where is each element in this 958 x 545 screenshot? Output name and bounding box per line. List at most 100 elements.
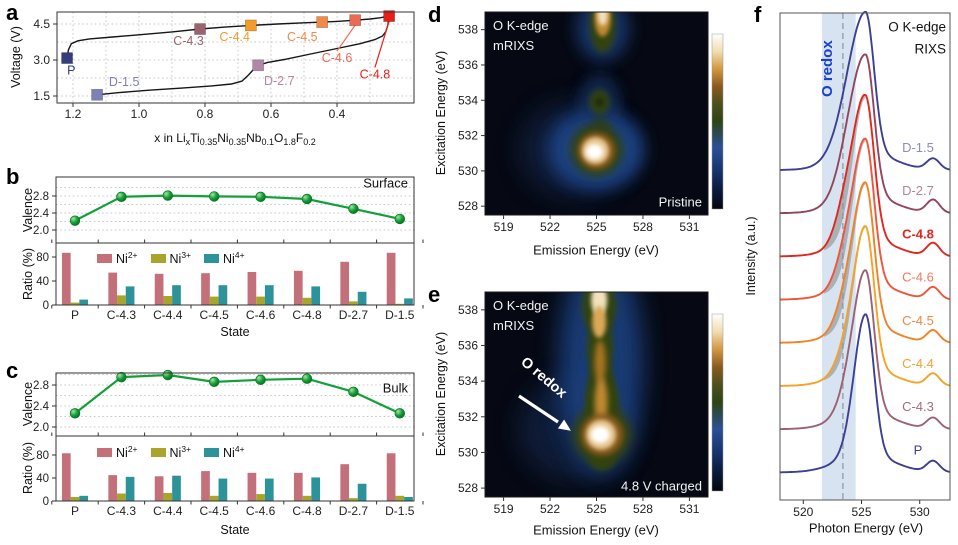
f-x-tick: 520 <box>793 505 813 519</box>
b-title: Surface <box>363 175 408 191</box>
legend-item-Ni4+: Ni4+ <box>204 444 245 460</box>
a-formula-text: O <box>273 130 284 145</box>
state-marker-C-4.8 <box>383 10 395 22</box>
f-x-axis-label: Photon Energy (eV) <box>808 520 924 536</box>
legend-item-Ni3+: Ni3+ <box>150 250 192 267</box>
c-bar-Ni3+-C-4.5 <box>209 495 219 501</box>
c-bar-Ni4+-D-1.5 <box>404 496 413 501</box>
c-bar-Ni4+-D-2.7 <box>357 483 367 501</box>
state-marker-label-P: P <box>67 64 75 78</box>
a-x-tick: 0.4 <box>329 107 346 121</box>
b-bar-Ni3+-C-4.6 <box>256 296 265 305</box>
c-category-label: D-1.5 <box>385 504 415 518</box>
f-curve-label-C-4.5: C-4.5 <box>902 313 934 328</box>
f-spectrum-curve-P <box>780 313 951 474</box>
c-bar-Ni4+-C-4.4 <box>172 475 181 501</box>
c-bar-Ni4+-C-4.3 <box>125 476 135 501</box>
a-formula-text: Nb <box>246 130 262 145</box>
e-title-line2: mRIXS <box>493 318 535 333</box>
f-title-line2: RIXS <box>914 41 946 57</box>
d-y-tick: 538 <box>458 23 478 37</box>
b-bar-Ni2+-P <box>61 252 71 305</box>
panel-b-chart: 2.0 2.4 2.8 0 40 80 P C-4.3 C-4.4 C-4.5 C-4.6 C-4.8… <box>33 176 424 322</box>
f-spectrum-curve-C-4.6 <box>780 137 951 301</box>
c-valence-point-C-4.5 <box>208 376 220 388</box>
c-valence-point-P <box>69 408 81 419</box>
c-bar-Ni2+-C-4.4 <box>154 476 164 501</box>
state-marker-C-4.3 <box>194 23 206 35</box>
f-x-tick: 530 <box>910 505 930 519</box>
c-valence-point-C-4.3 <box>116 371 127 383</box>
b-bar-Ni2+-C-4.8 <box>293 270 303 305</box>
c-valence-point-C-4.4 <box>162 369 174 381</box>
svg-text:40: 40 <box>36 276 49 288</box>
e-y-tick: 532 <box>458 410 478 424</box>
e-y-tick: 530 <box>458 445 478 459</box>
svg-text:2.0: 2.0 <box>33 422 49 434</box>
b-valence-axis-label: Valence <box>21 187 35 233</box>
c-bar-Ni4+-C-4.8 <box>311 477 321 501</box>
c-bar-Ni3+-C-4.8 <box>302 495 312 501</box>
legend-swatch-Ni3+ <box>150 447 166 457</box>
c-bar-Ni4+-C-4.6 <box>264 478 274 501</box>
b-category-label: C-4.6 <box>246 308 276 322</box>
c-bar-Ni2+-D-2.7 <box>340 464 350 501</box>
a-y-tick: 1.5 <box>33 89 50 103</box>
state-marker-C-4.4 <box>245 19 257 32</box>
c-ratio-axis-label: Ratio (%) <box>21 441 35 495</box>
legend-label-Ni3+: Ni3+ <box>169 250 192 267</box>
legend-item-Ni4+: Ni4+ <box>204 250 245 266</box>
c-bar-Ni2+-C-4.5 <box>201 471 210 501</box>
panel-d-letter: d <box>428 2 442 27</box>
f-curve-label-C-4.4: C-4.4 <box>902 356 934 371</box>
f-curve-label-D-1.5: D-1.5 <box>902 140 934 155</box>
c-category-label: C-4.3 <box>107 504 137 518</box>
f-spectrum-curve-D-1.5 <box>780 10 951 171</box>
panel-f-letter: f <box>754 2 762 27</box>
state-marker-label-C-4.8: C-4.8 <box>360 67 391 81</box>
state-marker-P <box>61 52 73 64</box>
f-curve-label-C-4.8: C-4.8 <box>902 226 934 241</box>
d-y-tick: 528 <box>458 199 478 213</box>
b-bar-Ni2+-C-4.4 <box>154 273 164 305</box>
state-marker-C-4.6 <box>349 14 361 27</box>
f-title-line1: O K-edge <box>888 19 946 35</box>
a-formula-subscript: x <box>185 137 191 148</box>
legend-swatch-Ni4+ <box>204 253 220 263</box>
f-plot-border <box>779 12 951 501</box>
e-title-line1: O K-edge <box>493 298 549 313</box>
svg-text:40: 40 <box>36 473 49 485</box>
a-formula-text: Ni <box>217 130 229 145</box>
legend-swatch-Ni2+ <box>97 447 112 457</box>
e-y-tick: 538 <box>458 303 478 317</box>
svg-text:0: 0 <box>43 300 49 312</box>
b-bar-Ni4+-C-4.4 <box>172 285 181 305</box>
b-bar-Ni4+-C-4.3 <box>125 286 135 305</box>
b-bar-Ni3+-C-4.8 <box>302 297 312 305</box>
a-x-tick: 1.0 <box>131 107 148 121</box>
b-valence-point-D-1.5 <box>394 213 406 225</box>
c-x-axis-label: State <box>220 523 250 537</box>
a-formula-subscript: 0.35 <box>228 137 247 148</box>
b-category-label: D-2.7 <box>339 308 369 322</box>
state-marker-label-C-4.4: C-4.4 <box>219 30 250 44</box>
b-valence-point-C-4.6 <box>255 191 266 203</box>
c-bar-Ni4+-P <box>79 495 89 501</box>
e-y-tick: 536 <box>458 338 478 352</box>
state-marker-label-D-2.7: D-2.7 <box>264 74 295 88</box>
legend-label-Ni2+: Ni2+ <box>116 444 138 461</box>
f-curve-label-C-4.6: C-4.6 <box>902 270 934 285</box>
b-bar-Ni4+-C-4.6 <box>264 285 274 305</box>
f-x-tick: 525 <box>851 505 871 519</box>
c-bar-Ni2+-C-4.8 <box>293 472 303 501</box>
a-formula-subscript: 0.1 <box>261 137 274 148</box>
c-title: Bulk <box>382 380 408 396</box>
b-bar-Ni3+-C-4.5 <box>209 296 219 305</box>
c-category-label: P <box>71 504 79 518</box>
e-state-label: 4.8 V charged <box>621 478 702 494</box>
b-bar-Ni4+-D-1.5 <box>404 298 413 305</box>
a-y-tick: 3.0 <box>33 53 50 67</box>
f-o-redox-label: O redox <box>819 40 836 97</box>
b-bar-Ni2+-D-1.5 <box>386 252 396 305</box>
b-valence-point-C-4.5 <box>208 191 220 202</box>
